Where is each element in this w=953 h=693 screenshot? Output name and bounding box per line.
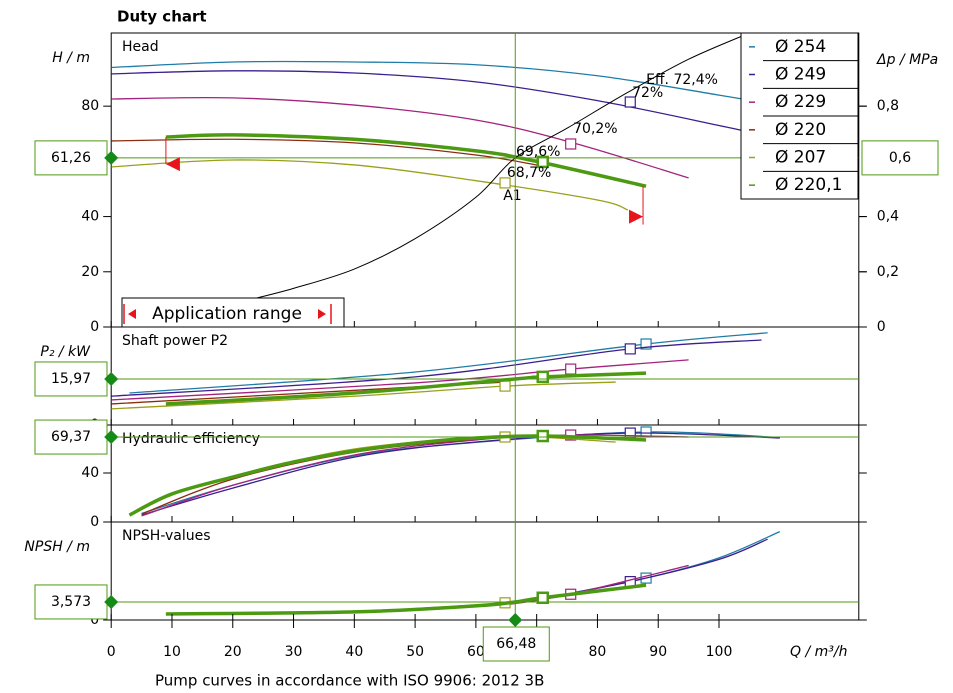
annotation: 70,2% — [573, 121, 617, 137]
range-label: Application range — [152, 304, 302, 324]
y-tick-label: 20 — [81, 264, 99, 280]
panel-title: Shaft power P2 — [122, 333, 228, 349]
bep-marker — [624, 96, 636, 108]
bep-marker — [640, 338, 652, 350]
y2-tick-label: 0 — [877, 319, 886, 335]
system-curve — [250, 33, 750, 300]
y-axis-label: H / m — [52, 50, 90, 66]
annotation: 72% — [632, 85, 663, 101]
panel-title: Hydraulic efficiency — [122, 431, 260, 447]
pump-curve — [141, 437, 507, 515]
x-tick-label: 60 — [467, 644, 485, 660]
bep-marker — [536, 370, 549, 384]
pump-curve — [165, 371, 647, 406]
legend-label: Ø 229 — [775, 92, 826, 112]
y-axis-label: P₂ / kW — [40, 344, 91, 360]
legend-label: Ø 207 — [775, 148, 826, 168]
bep-marker — [536, 155, 549, 169]
bep-marker — [499, 380, 511, 392]
panel — [111, 332, 768, 410]
bep-marker — [565, 138, 577, 150]
annotation: 68,7% — [507, 165, 551, 181]
x-tick-label: 90 — [649, 644, 667, 660]
range-marker — [165, 157, 180, 172]
bep-marker — [536, 429, 549, 443]
pump-curve — [141, 432, 780, 516]
y-tick-label: 40 — [81, 465, 99, 481]
panel — [111, 33, 768, 300]
pump-curve — [141, 434, 689, 517]
legend-label: Ø 220,1 — [775, 175, 842, 195]
range-arrow — [318, 309, 326, 319]
duty-label: 3,573 — [51, 594, 91, 610]
pump-curve — [111, 60, 768, 105]
y-tick-label: 80 — [81, 98, 99, 114]
duty-box — [34, 361, 108, 397]
x-tick-label: 80 — [589, 644, 607, 660]
annotation: 69,6% — [516, 144, 560, 160]
y-tick-label: 0 — [90, 612, 99, 628]
duty-label: 61,26 — [51, 150, 91, 166]
duty-box-y2 — [861, 140, 939, 176]
duty-x-diamond — [508, 613, 523, 627]
pump-curve — [566, 531, 781, 595]
footer: Pump curves in accordance with ISO 9906:… — [155, 672, 544, 690]
y2-tick-label: 0,4 — [877, 209, 899, 225]
y2-tick-label: 0,8 — [877, 98, 899, 114]
chart-title: Duty chart — [117, 8, 207, 26]
pump-curve — [111, 70, 762, 136]
duty-x-label: 66,48 — [496, 636, 536, 652]
duty-x-box — [482, 626, 550, 662]
y2-axis-label: Δp / MPa — [876, 52, 938, 68]
duty-label-y2: 0,6 — [889, 150, 911, 166]
legend-label: Ø 249 — [775, 65, 826, 85]
duty-label: 69,37 — [51, 429, 91, 445]
y-axis-label: NPSH / m — [24, 539, 90, 555]
range-marker — [629, 209, 644, 224]
pump-curve — [129, 332, 768, 394]
y-tick-label: 40 — [81, 209, 99, 225]
x-tick-label: 50 — [406, 644, 424, 660]
bep-marker — [565, 363, 577, 375]
y-tick-label: 0 — [90, 514, 99, 530]
x-tick-label: 100 — [706, 644, 733, 660]
y-tick-label: 0 — [90, 319, 99, 335]
x-tick-label: 0 — [107, 644, 116, 660]
duty-label: 15,97 — [51, 371, 91, 387]
annotation: Eff. 72,4% — [646, 72, 718, 88]
pump-curve — [111, 96, 689, 179]
legend-label: Ø 220 — [775, 120, 826, 140]
duty-diamond — [104, 430, 119, 445]
bep-marker — [499, 177, 511, 189]
duty-box — [34, 419, 108, 455]
range-box — [121, 297, 345, 328]
bep-marker — [536, 591, 549, 605]
x-tick-label: 40 — [345, 644, 363, 660]
duty-diamond — [104, 594, 119, 609]
pump-curve — [111, 339, 762, 397]
duty-diamond — [104, 150, 119, 165]
pump-curve — [111, 138, 537, 166]
x-axis-label: Q / m³/h — [790, 644, 847, 660]
x-tick-label: 10 — [163, 644, 181, 660]
pump-curve — [128, 434, 647, 517]
pump-curve — [111, 381, 616, 410]
panel-title: Head — [122, 39, 159, 55]
y2-tick-label: 0,2 — [877, 264, 899, 280]
pump-curve — [165, 133, 647, 188]
panel-title: NPSH-values — [122, 528, 211, 544]
panel — [165, 531, 781, 616]
range-arrow — [128, 309, 136, 319]
x-tick-label: 30 — [285, 644, 303, 660]
annotation: A1 — [503, 188, 521, 204]
duty-diamond — [104, 371, 119, 386]
legend-label: Ø 254 — [775, 37, 826, 57]
bep-marker — [624, 343, 636, 355]
pump-curve — [111, 159, 629, 211]
x-tick-label: 20 — [224, 644, 242, 660]
pump-curve — [165, 583, 647, 616]
